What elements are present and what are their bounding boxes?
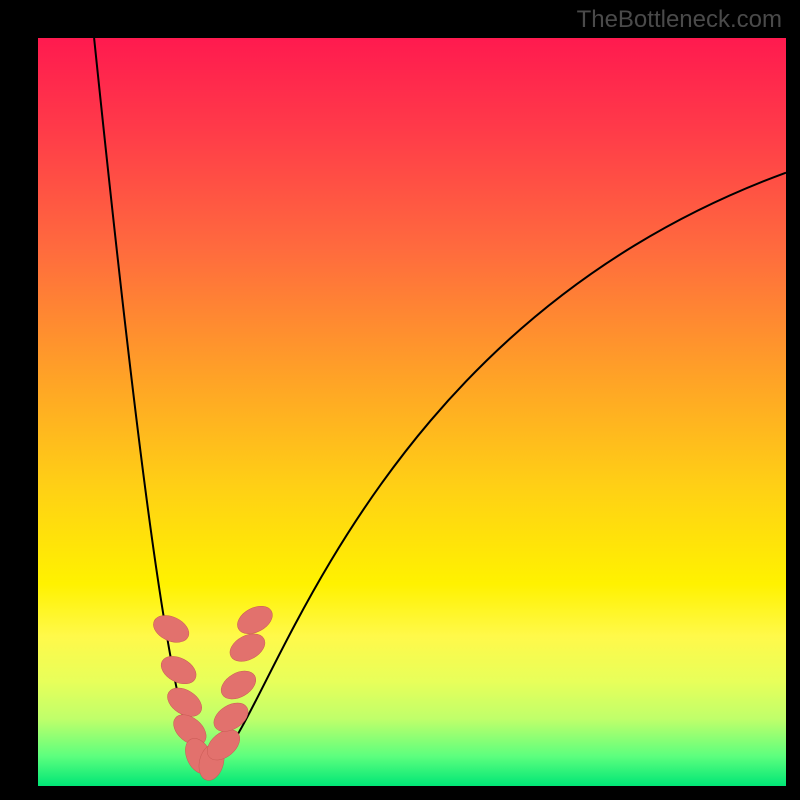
data-marker (225, 628, 269, 667)
watermark-text: TheBottleneck.com (577, 6, 782, 34)
plot-area (38, 38, 786, 786)
curve-right-branch (206, 173, 786, 768)
chart-container: TheBottleneck.com (0, 0, 800, 800)
data-marker (156, 651, 200, 690)
data-marker (216, 665, 260, 704)
data-marker (149, 610, 193, 647)
data-marker (233, 601, 277, 640)
curve-left-branch (94, 38, 206, 767)
curve-layer (38, 38, 786, 786)
